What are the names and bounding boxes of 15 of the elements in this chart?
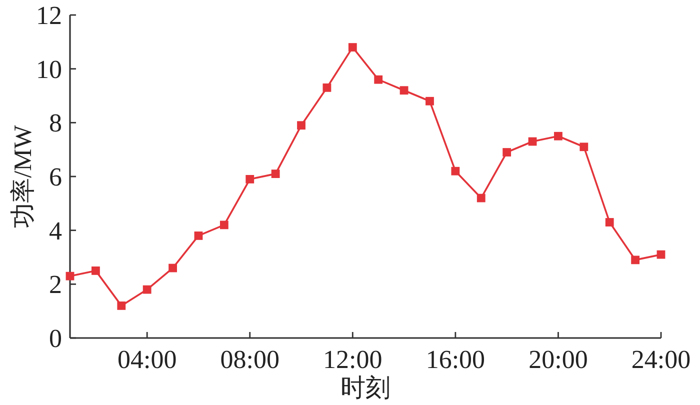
y-tick-label: 2 — [49, 270, 62, 300]
x-tick-label: 04:00 — [117, 345, 177, 374]
y-tick-label: 4 — [49, 216, 62, 246]
x-tick-label: 08:00 — [220, 345, 280, 374]
y-tick-label: 8 — [49, 108, 62, 138]
x-tick-label: 16:00 — [426, 345, 486, 374]
x-tick-label: 12:00 — [323, 345, 382, 374]
y-tick-label: 0 — [49, 324, 62, 353]
x-tick-label: 20:00 — [528, 345, 588, 374]
y-tick-label: 6 — [49, 162, 62, 192]
x-tick-label: 24:00 — [631, 345, 691, 374]
y-tick-label: 10 — [36, 54, 62, 84]
x-axis-title: 时刻 — [340, 375, 390, 402]
y-axis-title: 功率/MW — [10, 125, 37, 228]
y-tick-label: 12 — [36, 1, 62, 30]
